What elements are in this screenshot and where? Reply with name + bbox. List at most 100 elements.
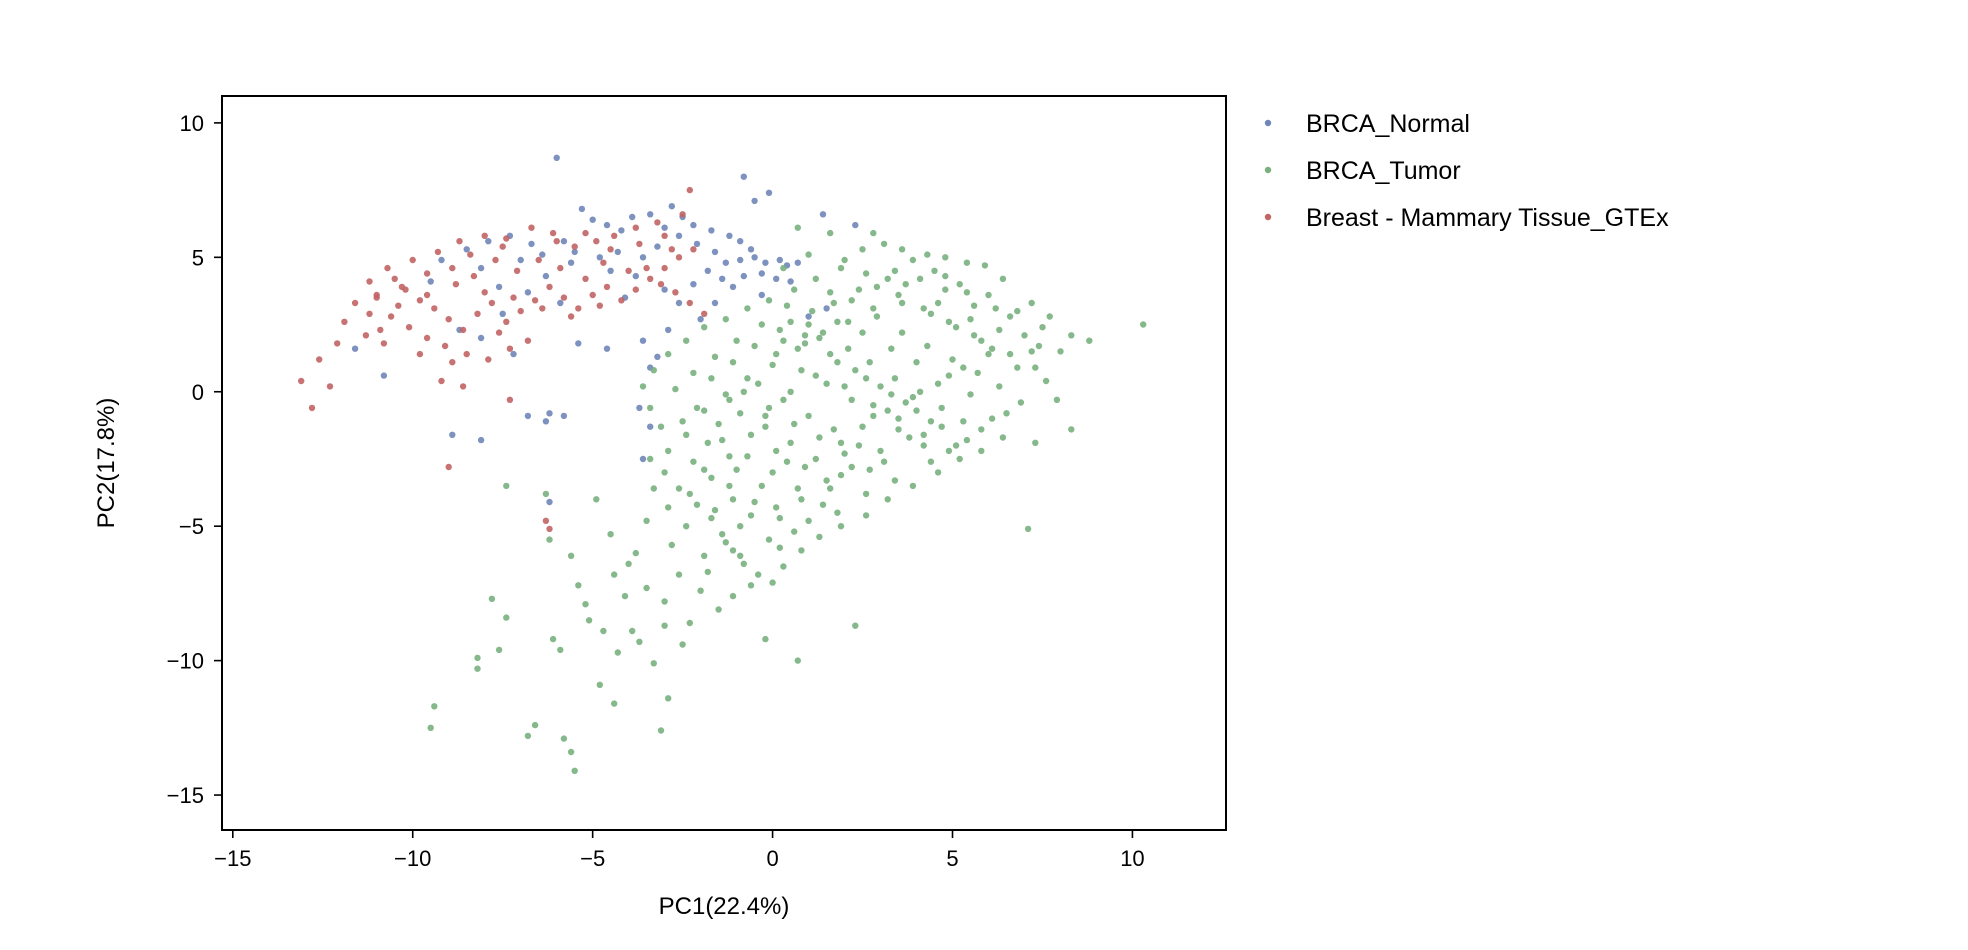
points-layer [298,154,1147,774]
data-point [834,509,841,516]
data-point [801,340,809,347]
data-point [866,466,873,473]
data-point [719,436,726,444]
data-point [686,490,693,498]
data-point [978,337,985,344]
data-point [499,310,506,317]
data-point [661,232,668,239]
data-point [877,447,884,455]
data-point [553,238,560,245]
data-point [539,251,546,258]
data-point [841,450,848,457]
data-point [679,418,686,425]
data-point [1003,410,1010,417]
x-tick-label: 0 [766,846,778,871]
data-point [956,281,963,288]
data-point [884,407,891,414]
data-point [963,289,971,296]
data-point [668,246,675,253]
data-point [978,426,985,433]
data-point [920,305,927,312]
data-point [668,541,675,549]
data-point [593,238,600,245]
data-point [902,281,909,288]
data-point [1046,313,1053,320]
data-point [952,324,960,331]
data-point [758,321,765,328]
data-point [603,283,611,291]
data-point [988,345,996,352]
data-point [654,353,661,360]
data-point [898,329,906,336]
data-point [708,375,715,382]
data-point [794,345,801,352]
data-point [316,356,323,363]
data-point [380,340,388,347]
data-point [553,154,560,161]
data-point [769,469,776,476]
data-point [503,235,510,242]
data-point [740,173,747,180]
data-point [632,224,639,231]
data-point [675,485,683,492]
data-point [931,267,938,274]
data-point [445,316,452,323]
data-point [855,286,863,293]
data-point [805,517,812,524]
data-point [366,310,373,317]
data-point [891,267,899,274]
data-point [431,703,438,710]
data-point [492,256,499,264]
legend-label: BRCA_Normal [1306,110,1470,138]
data-point [809,307,816,315]
data-point [585,617,593,624]
data-point [870,412,877,420]
data-point [647,455,654,463]
data-point [524,732,532,740]
data-point [567,552,575,559]
data-point [866,359,873,366]
data-point [834,359,841,366]
data-point [837,523,845,530]
data-point [488,299,496,307]
data-point [945,372,953,379]
data-point [661,264,668,272]
data-point [625,267,632,274]
data-point [755,380,762,387]
x-tick-label: −10 [394,846,431,871]
data-point [665,447,672,455]
data-point [582,601,589,608]
data-point [560,238,568,245]
data-point [643,584,650,592]
data-point [841,383,848,390]
data-point [729,592,737,600]
data-point [351,299,359,307]
data-point [859,423,866,430]
data-point [747,582,755,589]
data-point [927,458,935,465]
data-point [880,240,888,248]
data-point [409,256,416,264]
data-point [643,264,650,272]
data-point [690,246,697,253]
data-point [765,297,773,304]
data-point [665,350,672,358]
data-point [1035,342,1043,350]
series-0 [351,154,859,506]
data-point [614,248,621,256]
data-point [827,350,834,358]
data-point [787,439,794,446]
data-point [834,318,841,325]
data-point [449,431,456,438]
data-point [996,326,1003,334]
data-point [751,498,758,506]
data-point [571,767,578,774]
data-point [711,353,719,360]
data-point [449,359,456,366]
data-point [978,447,985,455]
data-point [780,337,787,344]
data-point [1057,348,1064,355]
data-point [870,305,877,312]
data-point [924,342,931,350]
